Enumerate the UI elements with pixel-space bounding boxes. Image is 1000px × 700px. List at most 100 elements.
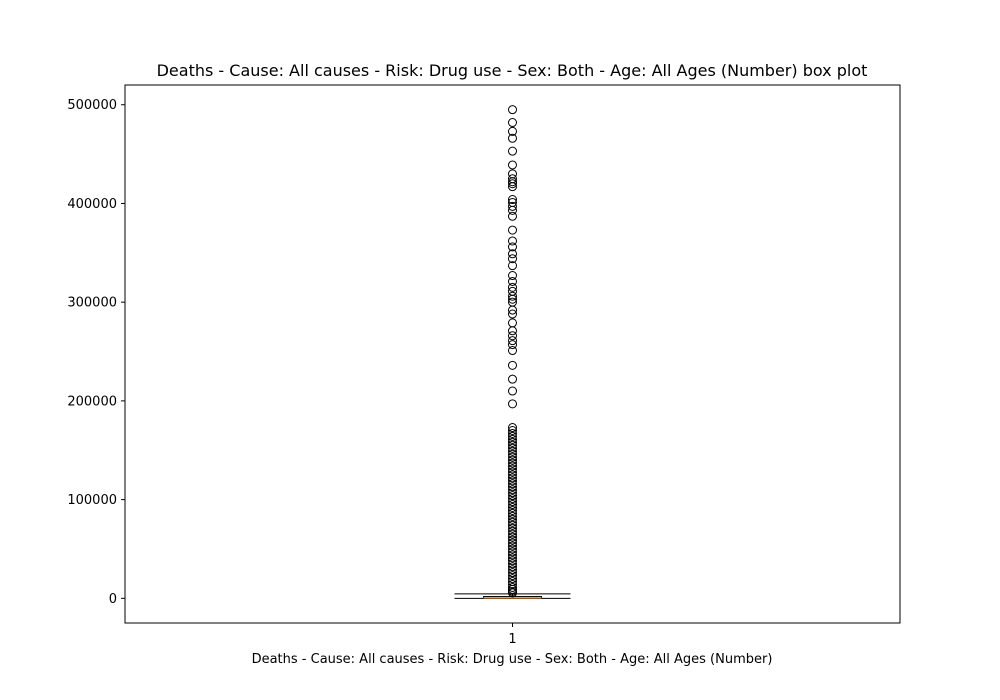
y-tick-label: 400000 <box>67 197 117 212</box>
y-tick-label: 500000 <box>67 98 117 113</box>
outlier-point <box>508 467 517 477</box>
x-axis: 1 <box>508 623 517 647</box>
outlier-point <box>508 553 517 563</box>
outlier-point <box>508 133 517 143</box>
outlier-point <box>508 571 517 581</box>
outlier-point <box>508 491 517 501</box>
outlier-point <box>508 340 517 350</box>
outlier-point <box>508 146 517 156</box>
outlier-point <box>508 182 517 192</box>
outlier-point <box>508 517 517 527</box>
outlier-point <box>508 211 517 221</box>
outlier-point <box>508 485 517 495</box>
outlier-point <box>508 588 517 598</box>
outlier-point <box>508 118 517 128</box>
outlier-point <box>508 423 517 433</box>
outlier-point <box>508 574 517 584</box>
x-tick-label: 1 <box>508 632 516 647</box>
outlier-point <box>508 309 517 319</box>
outlier-point <box>508 523 517 533</box>
y-tick-label: 0 <box>109 592 117 607</box>
outlier-point <box>508 511 517 521</box>
outlier-point <box>508 336 517 346</box>
outlier-point <box>508 443 517 453</box>
outlier-point <box>508 532 517 542</box>
outlier-point <box>508 160 517 170</box>
outlier-point <box>508 261 517 271</box>
outlier-point <box>508 294 517 304</box>
outlier-point <box>508 541 517 551</box>
box-series <box>454 105 571 599</box>
outlier-point <box>508 550 517 560</box>
outlier-point <box>508 282 517 292</box>
outlier-point <box>508 538 517 548</box>
outlier-point <box>508 179 517 189</box>
outlier-point <box>508 520 517 530</box>
outlier-point <box>508 271 517 281</box>
outlier-point <box>508 449 517 459</box>
outlier-point <box>508 434 517 444</box>
outlier-point <box>508 249 517 259</box>
outlier-point <box>508 503 517 513</box>
outlier-point <box>508 386 517 396</box>
outlier-point <box>508 360 517 370</box>
outlier-point <box>508 461 517 471</box>
outlier-point <box>508 476 517 486</box>
y-tick-label: 100000 <box>67 493 117 508</box>
outlier-point <box>508 305 517 315</box>
outlier-point <box>508 452 517 462</box>
outlier-point <box>508 508 517 518</box>
outlier-point <box>508 326 517 336</box>
outlier-point <box>508 488 517 498</box>
outlier-point <box>508 374 517 384</box>
outlier-point <box>508 126 517 136</box>
outlier-point <box>508 464 517 474</box>
outlier-point <box>508 331 517 341</box>
x-axis-label: Deaths - Cause: All causes - Risk: Drug … <box>252 652 773 667</box>
outlier-point <box>508 242 517 252</box>
outlier-point <box>508 254 517 264</box>
outlier-point <box>508 494 517 504</box>
box-group <box>454 105 571 599</box>
outlier-point <box>508 544 517 554</box>
outlier-point <box>508 437 517 447</box>
outlier-point <box>508 473 517 483</box>
outlier-point <box>508 428 517 438</box>
outlier-point <box>508 568 517 578</box>
outlier-point <box>508 479 517 489</box>
y-axis: 0 100000 200000 300000 400000 500000 <box>67 98 125 607</box>
outlier-point <box>508 455 517 465</box>
outlier-point <box>508 291 517 301</box>
outlier-point <box>508 276 517 286</box>
outlier-point <box>508 318 517 328</box>
outlier-point <box>508 195 517 205</box>
outlier-point <box>508 505 517 515</box>
outlier-point <box>508 446 517 456</box>
outlier-point <box>508 529 517 539</box>
y-tick-label: 300000 <box>67 296 117 311</box>
outlier-point <box>508 556 517 566</box>
outlier-point <box>508 482 517 492</box>
outlier-point <box>508 201 517 211</box>
outlier-point <box>508 225 517 235</box>
outlier-point <box>508 535 517 545</box>
outlier-point <box>508 565 517 575</box>
outlier-point <box>508 399 517 409</box>
outlier-point <box>508 500 517 510</box>
outlier-point <box>508 470 517 480</box>
outlier-point <box>508 547 517 557</box>
outlier-point <box>508 236 517 246</box>
outlier-point <box>508 105 517 115</box>
outlier-point <box>508 497 517 507</box>
outlier-point <box>508 458 517 468</box>
outlier-point <box>508 346 517 356</box>
outlier-point <box>508 426 517 436</box>
y-tick-label: 200000 <box>67 394 117 409</box>
outlier-point <box>508 562 517 572</box>
outlier-point <box>508 205 517 215</box>
outlier-point <box>508 559 517 569</box>
chart-title: Deaths - Cause: All causes - Risk: Drug … <box>157 61 868 80</box>
outlier-point <box>508 526 517 536</box>
outlier-point <box>508 514 517 524</box>
